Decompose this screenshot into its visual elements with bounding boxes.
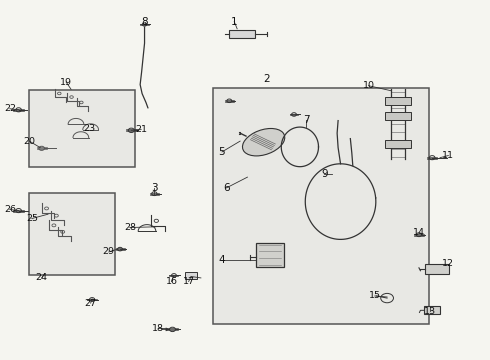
Bar (385, 140, 411, 148)
Text: 6: 6 (223, 183, 230, 193)
Text: 17: 17 (183, 277, 195, 286)
Text: 7: 7 (303, 114, 310, 125)
Text: 1: 1 (231, 17, 238, 27)
Text: 23: 23 (83, 124, 95, 133)
Text: 19: 19 (60, 77, 72, 86)
Text: 25: 25 (26, 214, 38, 223)
Bar (29, 90, 135, 167)
Text: 12: 12 (442, 259, 454, 268)
Text: 13: 13 (424, 307, 436, 316)
Text: 18: 18 (152, 324, 164, 333)
Text: 2: 2 (264, 74, 270, 84)
Text: 22: 22 (4, 104, 16, 113)
Bar (185, 272, 197, 279)
Text: 27: 27 (85, 299, 97, 307)
Bar (385, 97, 411, 105)
Text: 8: 8 (141, 17, 148, 27)
Bar (213, 88, 429, 324)
Text: 11: 11 (442, 151, 454, 160)
Text: 20: 20 (24, 136, 35, 145)
Bar (229, 30, 255, 38)
Bar (256, 243, 284, 267)
Bar (424, 306, 440, 314)
Bar (385, 112, 411, 120)
Text: 5: 5 (219, 147, 225, 157)
Text: 14: 14 (413, 228, 425, 237)
Ellipse shape (243, 129, 285, 156)
Text: 26: 26 (4, 205, 16, 214)
Text: 3: 3 (151, 183, 158, 193)
Text: 4: 4 (218, 255, 225, 265)
Text: 28: 28 (124, 223, 136, 232)
Text: 24: 24 (36, 274, 48, 282)
Bar (29, 193, 115, 275)
Text: 29: 29 (103, 248, 115, 256)
Bar (425, 264, 449, 274)
Text: 15: 15 (369, 292, 381, 300)
Text: 16: 16 (166, 277, 177, 286)
Text: 21: 21 (135, 125, 147, 134)
Text: 10: 10 (363, 81, 374, 90)
Text: 9: 9 (321, 168, 328, 179)
